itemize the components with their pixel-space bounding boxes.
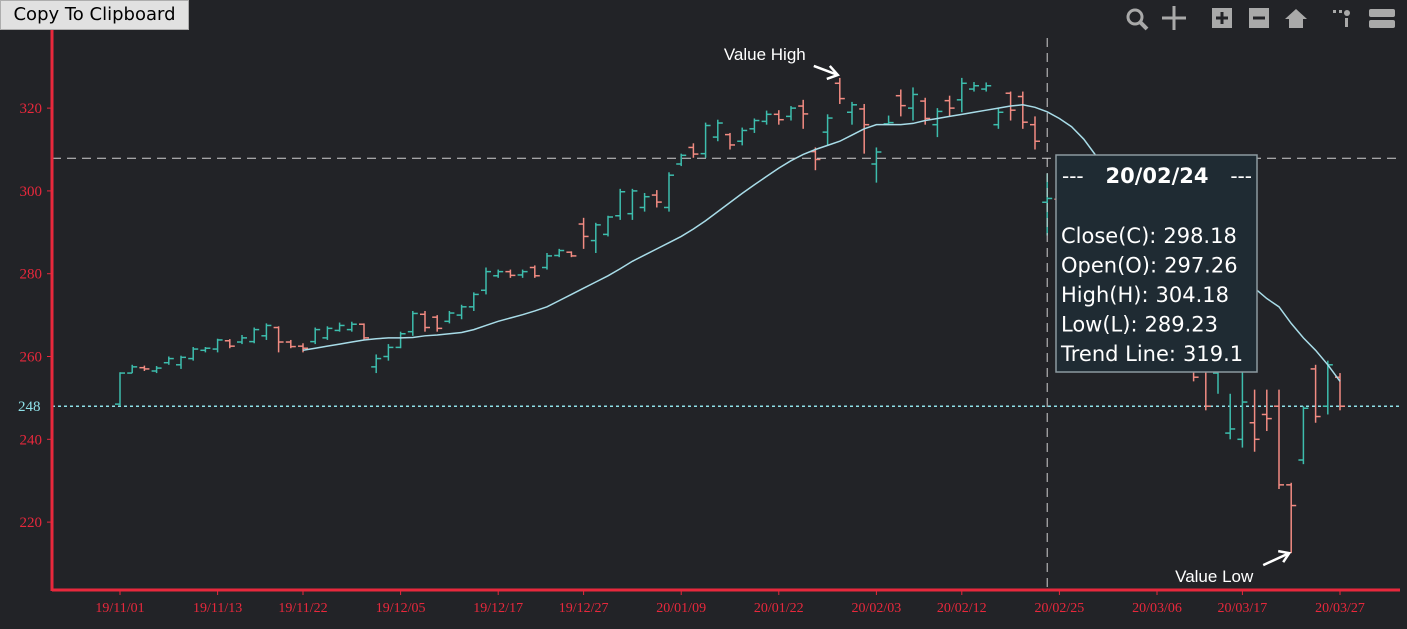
copy-button[interactable]: Copy To Clipboard <box>0 0 189 30</box>
x-tick-label: 20/03/27 <box>1315 601 1365 616</box>
tooltip-label: High(H): <box>1061 283 1149 307</box>
tooltip-label: Trend Line: <box>1060 342 1176 366</box>
tooltip-label: Open(O): <box>1061 254 1157 278</box>
x-tick-label: 20/03/17 <box>1218 601 1268 616</box>
y-tick-label: 260 <box>20 350 43 366</box>
y-tick-label: 220 <box>20 515 43 531</box>
zoom-icon[interactable] <box>1126 8 1149 31</box>
menu-icon[interactable] <box>1369 9 1395 28</box>
tooltip-value: 304.18 <box>1156 283 1229 307</box>
x-tick-label: 20/01/09 <box>656 601 706 616</box>
tooltip-label: Low(L): <box>1061 313 1138 337</box>
x-tick-label: 20/03/06 <box>1132 601 1182 616</box>
tooltip-dash: --- <box>1230 164 1252 188</box>
tooltip-value: 297.26 <box>1164 254 1237 278</box>
annotation-arrow <box>1262 549 1292 567</box>
zoom-in-icon[interactable] <box>1212 8 1232 28</box>
x-tick-label: 19/12/05 <box>376 601 426 616</box>
toolbar <box>1126 6 1395 31</box>
x-tick-label: 19/11/01 <box>95 601 144 616</box>
tooltip-value: 319.1 <box>1183 342 1243 366</box>
x-tick-label: 19/11/13 <box>193 601 242 616</box>
tooltip-date: 20/02/24 <box>1105 164 1208 188</box>
x-tick-label: 20/02/03 <box>852 601 902 616</box>
tooltip-value: 289.23 <box>1145 313 1218 337</box>
x-tick-label: 20/02/12 <box>937 601 987 616</box>
y-tick-label: 320 <box>20 101 43 117</box>
select-icon[interactable] <box>1333 10 1350 27</box>
x-tick-label: 19/12/27 <box>559 601 609 616</box>
tooltip-row: High(H): 304.18 <box>1061 283 1229 307</box>
tooltip-dash: --- <box>1062 164 1084 188</box>
y-tick-label: 240 <box>20 432 43 448</box>
tooltip-box <box>1055 154 1258 373</box>
tooltip-label: Close(C): <box>1061 224 1156 248</box>
x-tick-label: 19/11/22 <box>278 601 327 616</box>
x-tick-label: 19/12/17 <box>473 601 523 616</box>
tooltip-row: Trend Line: 319.1 <box>1060 342 1243 366</box>
annotation: Value High <box>724 45 806 64</box>
tooltip-row: Close(C): 298.18 <box>1061 224 1237 248</box>
annotation-arrow <box>813 64 840 81</box>
reference-label: 248 <box>18 399 41 415</box>
annotation: Value Low <box>1175 567 1254 586</box>
y-tick-label: 300 <box>20 184 43 200</box>
tooltip-row: Open(O): 297.26 <box>1061 254 1238 278</box>
zoom-out-icon[interactable] <box>1249 8 1269 28</box>
tooltip-row: Low(L): 289.23 <box>1061 313 1218 337</box>
y-tick-label: 280 <box>20 267 43 283</box>
x-tick-label: 20/02/25 <box>1035 601 1085 616</box>
x-tick-label: 20/01/22 <box>754 601 804 616</box>
home-icon[interactable] <box>1285 9 1307 28</box>
tooltip-value: 298.18 <box>1163 224 1236 248</box>
pan-icon[interactable] <box>1162 6 1186 30</box>
